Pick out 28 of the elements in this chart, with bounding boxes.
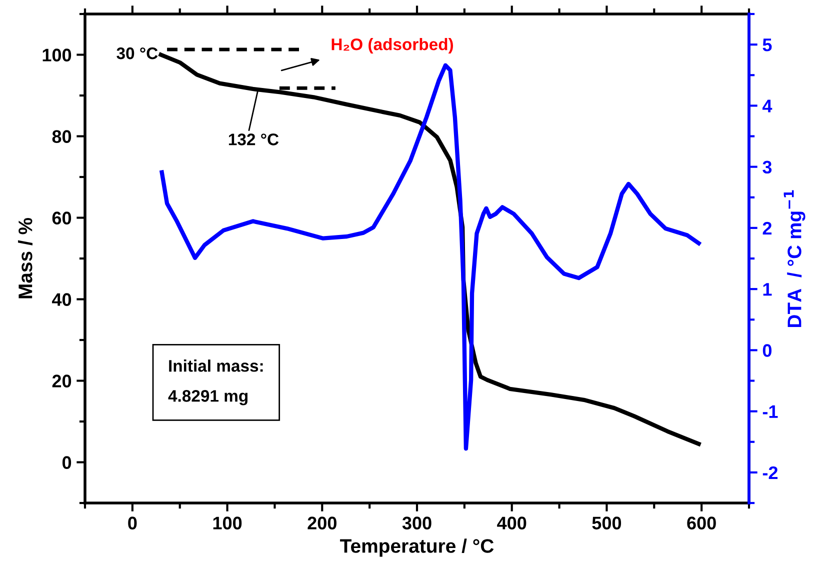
y-tick-label: 40 <box>52 293 72 306</box>
x-tick-label: 500 <box>592 516 622 530</box>
x-tick-label: 100 <box>213 516 242 530</box>
annotation: 30 °C <box>116 47 158 60</box>
y2-tick-label: 3 <box>762 160 772 174</box>
x-tick-label: 200 <box>308 516 336 530</box>
y-tick-label: 0 <box>62 456 72 469</box>
y2-tick-label: 4 <box>762 100 772 112</box>
y2-tick-label: 5 <box>762 38 772 52</box>
y2-tick-label: -1 <box>762 405 778 418</box>
x-tick-label: 0 <box>128 516 137 530</box>
y2-tick-label: -2 <box>762 466 778 479</box>
y2-tick-label: 1 <box>763 283 772 296</box>
annotation: H₂O (adsorbed) <box>332 38 454 54</box>
y-tick-label: 60 <box>52 212 72 224</box>
annotation: 132 °C <box>228 134 279 146</box>
x-tick-label: 600 <box>687 516 716 530</box>
x-tick-label: 400 <box>497 516 526 530</box>
y-tick-label: 80 <box>52 130 72 143</box>
y-tick-label: 20 <box>52 374 72 388</box>
y2-tick-label: 0 <box>762 344 772 357</box>
x-axis-title: Temperature / °C <box>340 538 494 557</box>
x-tick-label: 300 <box>402 516 432 530</box>
annotation: Initial mass: 4.8291 mg <box>168 360 263 406</box>
y-tick-label: 100 <box>42 48 72 62</box>
y2-axis-title: DTA / °C mg$^{−1}$ <box>784 190 806 328</box>
y2-tick-label: 2 <box>762 222 772 234</box>
y-axis-title: Mass / % <box>18 218 32 298</box>
